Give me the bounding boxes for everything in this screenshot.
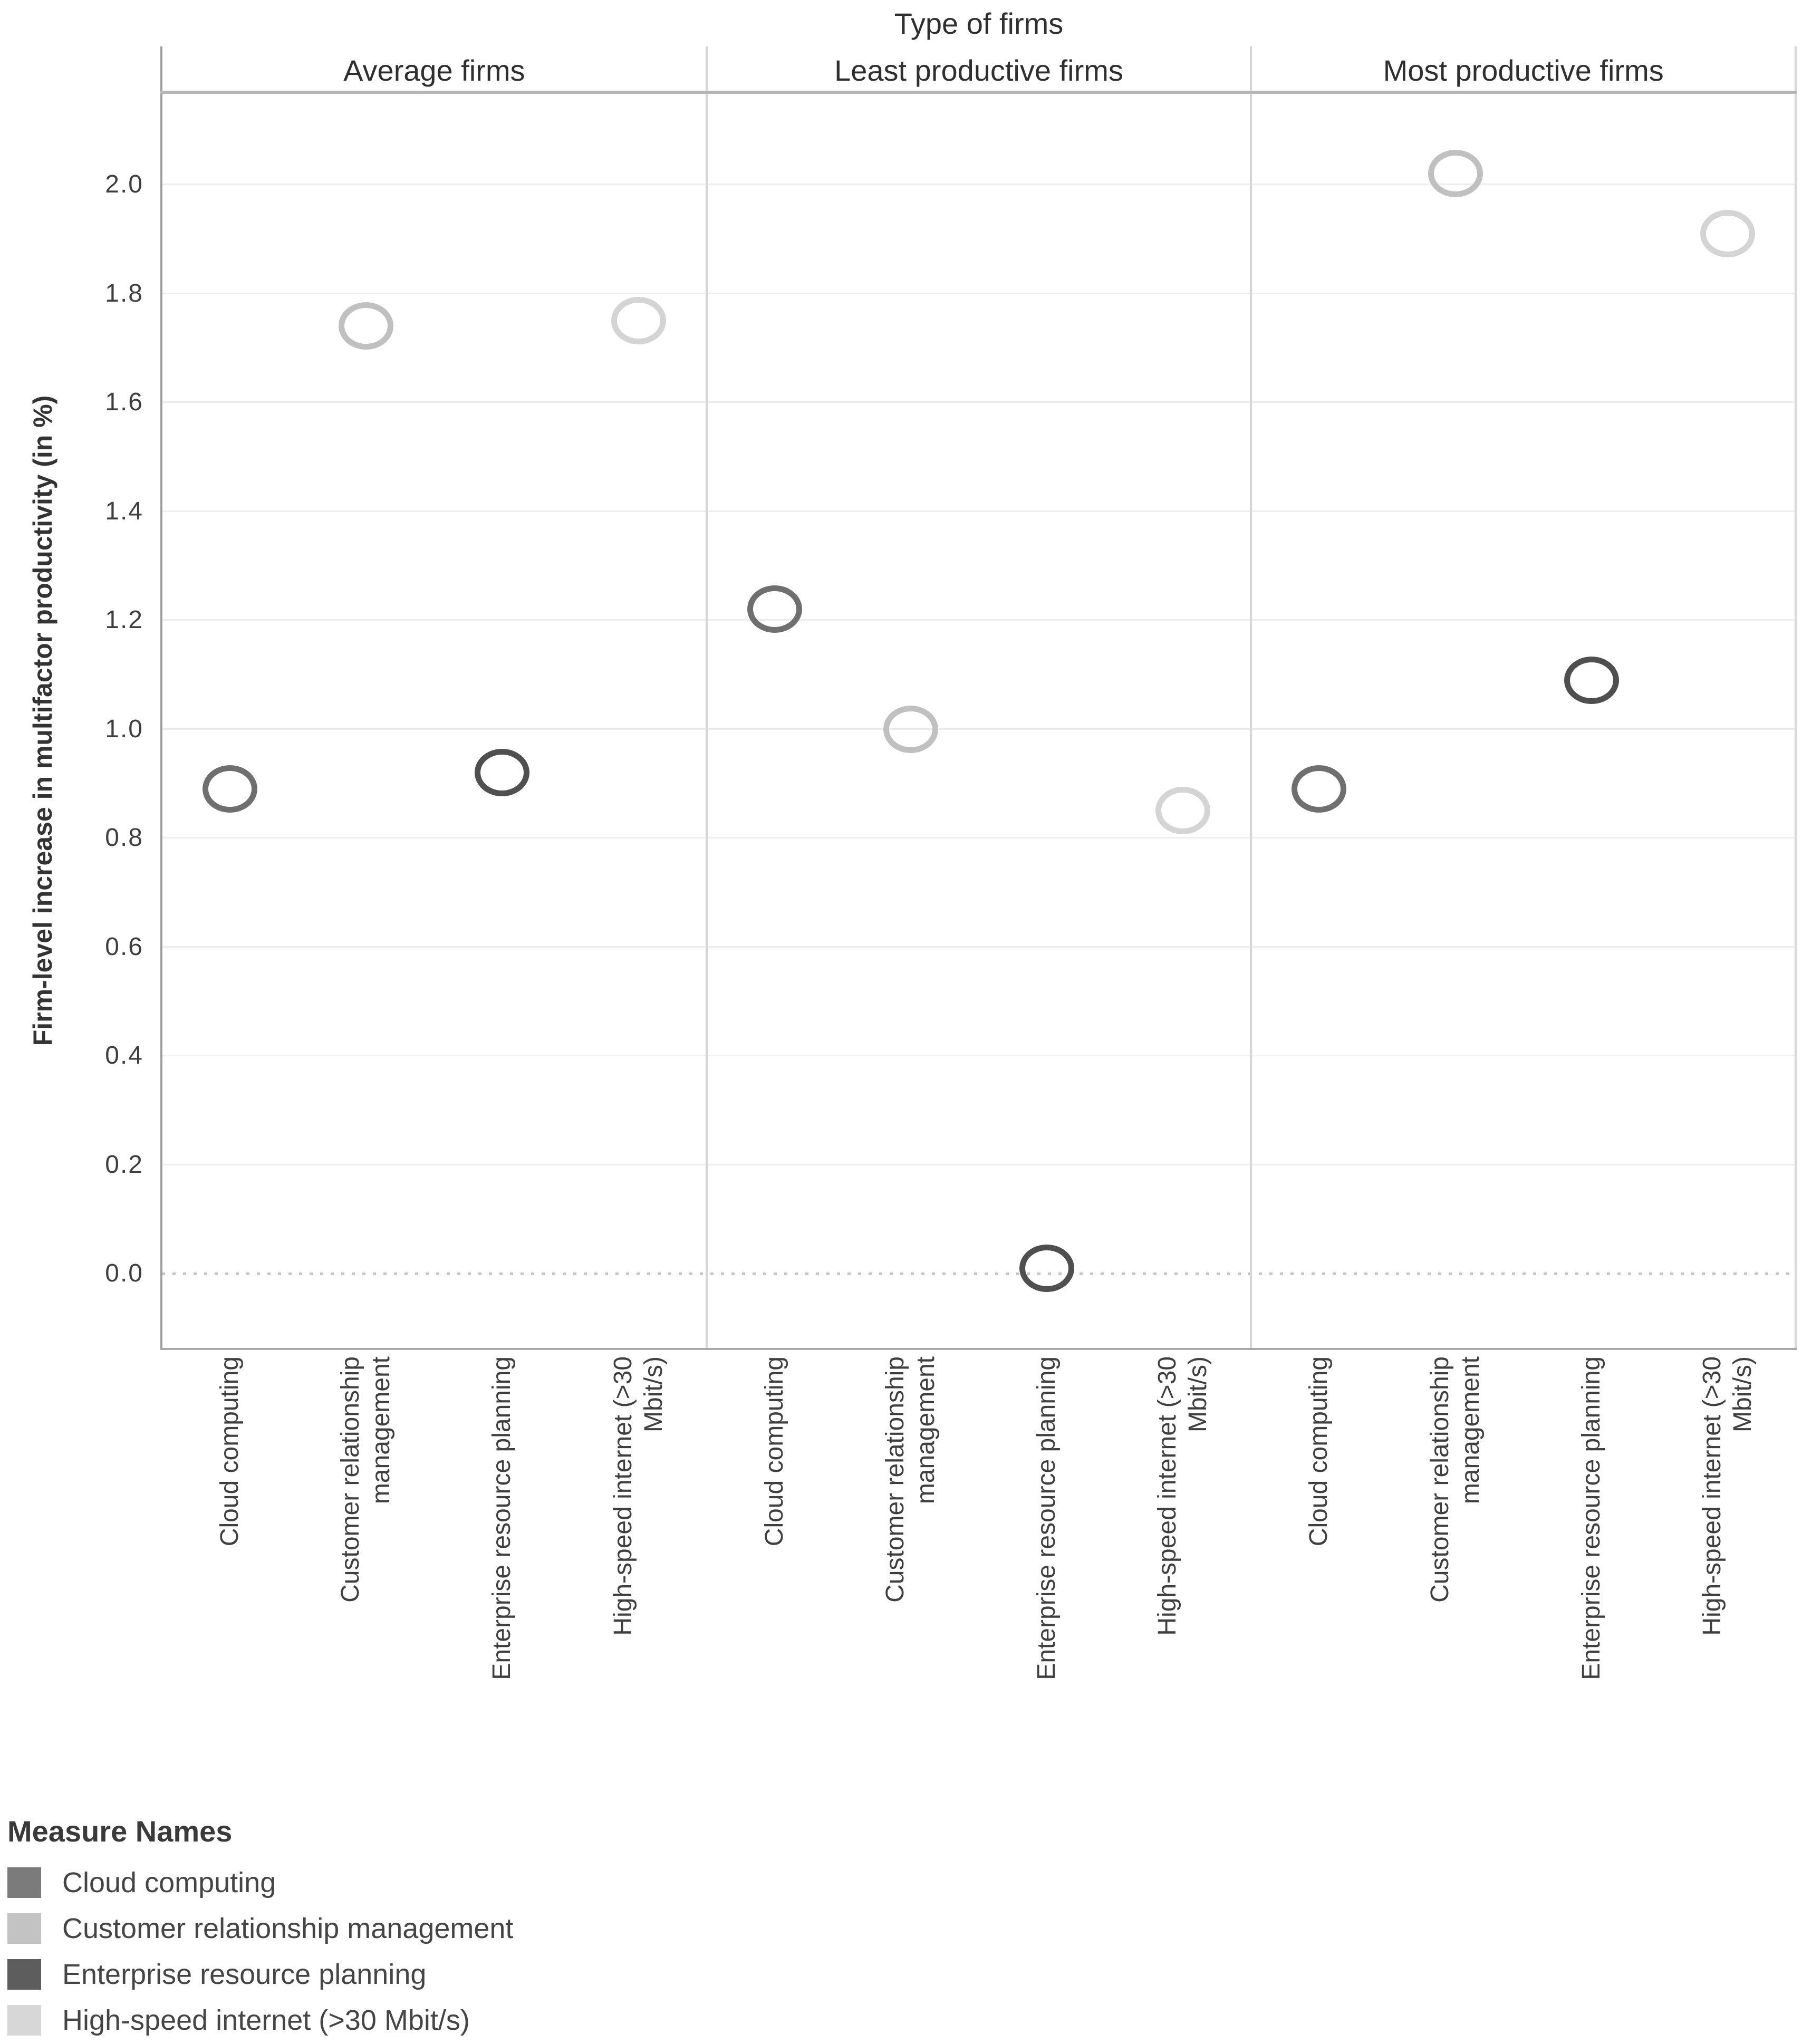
category-axis-label-line: Mbit/s): [1728, 1356, 1757, 1432]
gridline: [162, 1163, 1796, 1165]
category-axis-label-customer-relationship-management: Customer relationship management: [1425, 1356, 1486, 1794]
category-axis-label-high-speed-internet-30-mbit-s: High-speed internet (>30 Mbit/s): [608, 1356, 669, 1794]
gridline: [162, 401, 1796, 403]
legend-swatch: [7, 2005, 41, 2036]
category-axis-label-line: Customer relationship: [1425, 1356, 1454, 1603]
category-axis-label-cloud-computing: Cloud computing: [759, 1356, 790, 1794]
y-axis-title: Firm-level increase in multifactor produ…: [28, 395, 57, 1046]
y-tick-label: 1.6: [105, 388, 143, 416]
category-axis-label-line: High-speed internet (>30: [1153, 1356, 1182, 1636]
category-axis-label-line: Cloud computing: [1305, 1356, 1333, 1547]
y-tick-label: 0.6: [105, 932, 143, 961]
legend-item-enterprise-resource-planning[interactable]: Enterprise resource planning: [7, 1959, 426, 1990]
category-axis-label-cloud-computing: Cloud computing: [215, 1356, 245, 1794]
category-axis-label-enterprise-resource-planning: Enterprise resource planning: [1576, 1356, 1607, 1794]
mark-high-speed-internet-30-mbit-s[interactable]: [1155, 787, 1211, 835]
category-axis-label-customer-relationship-management: Customer relationship management: [335, 1356, 397, 1794]
category-axis-label-customer-relationship-management: Customer relationship management: [880, 1356, 941, 1794]
gridline: [162, 510, 1796, 512]
panel-divider: [1250, 46, 1252, 1349]
mark-high-speed-internet-30-mbit-s[interactable]: [611, 297, 666, 345]
plot-right-border: [1795, 46, 1797, 1349]
y-tick-label: 0.4: [105, 1042, 143, 1069]
mark-high-speed-internet-30-mbit-s[interactable]: [1700, 209, 1755, 257]
gridline: [162, 619, 1796, 621]
mark-enterprise-resource-planning[interactable]: [1564, 656, 1619, 704]
mark-customer-relationship-management[interactable]: [1428, 150, 1483, 198]
gridline: [162, 946, 1796, 948]
y-tick-label: 1.8: [105, 279, 143, 307]
category-axis-label-line: Enterprise resource planning: [488, 1356, 516, 1680]
mark-enterprise-resource-planning[interactable]: [1019, 1244, 1075, 1292]
category-axis-label-line: Mbit/s): [639, 1356, 668, 1432]
mark-customer-relationship-management[interactable]: [339, 302, 394, 350]
y-tick-label: 1.0: [105, 715, 143, 743]
category-axis-label-line: Enterprise resource planning: [1577, 1356, 1605, 1680]
category-axis-label-line: High-speed internet (>30: [1698, 1356, 1726, 1636]
y-tick-label: 0.2: [105, 1150, 143, 1179]
panel-header-least-productive-firms: Least productive firms: [834, 54, 1123, 87]
mark-customer-relationship-management[interactable]: [883, 705, 938, 753]
legend-label: Cloud computing: [62, 1867, 276, 1898]
y-tick-label: 2.0: [105, 170, 143, 198]
category-axis-label-line: Customer relationship: [336, 1356, 365, 1603]
category-axis-label-line: management: [367, 1356, 396, 1505]
mark-cloud-computing[interactable]: [1292, 765, 1347, 813]
legend-label: High-speed internet (>30 Mbit/s): [62, 2004, 470, 2036]
y-axis-line: [160, 46, 162, 1349]
y-tick-label: 0.0: [105, 1259, 143, 1287]
x-axis-line: [160, 1348, 1797, 1350]
panel-header-average-firms: Average firms: [343, 54, 525, 87]
category-axis-label-high-speed-internet-30-mbit-s: High-speed internet (>30 Mbit/s): [1152, 1356, 1213, 1794]
legend-swatch: [7, 1959, 41, 1990]
header-separator-line: [160, 91, 1797, 94]
category-axis-label-line: management: [1456, 1356, 1485, 1505]
category-axis-label-line: Mbit/s): [1184, 1356, 1212, 1432]
category-axis-label-line: Cloud computing: [760, 1356, 788, 1547]
mark-enterprise-resource-planning[interactable]: [475, 749, 530, 797]
legend-title: Measure Names: [7, 1815, 233, 1848]
category-axis-label-enterprise-resource-planning: Enterprise resource planning: [1032, 1356, 1062, 1794]
category-axis-label-line: management: [911, 1356, 940, 1505]
legend-item-cloud-computing[interactable]: Cloud computing: [7, 1867, 276, 1898]
category-axis-label-line: Enterprise resource planning: [1033, 1356, 1061, 1680]
legend-item-high-speed-internet-30-mbit-s[interactable]: High-speed internet (>30 Mbit/s): [7, 2004, 470, 2036]
category-axis-label-cloud-computing: Cloud computing: [1304, 1356, 1334, 1794]
gridline: [162, 292, 1796, 294]
gridline: [162, 728, 1796, 730]
category-axis-label-line: High-speed internet (>30: [609, 1356, 637, 1636]
category-axis-label-line: Cloud computing: [216, 1356, 244, 1547]
mark-cloud-computing[interactable]: [747, 585, 802, 633]
facet-title: Type of firms: [894, 7, 1064, 40]
zero-gridline: [162, 1272, 1796, 1275]
gridline: [162, 1055, 1796, 1056]
category-axis-label-line: Customer relationship: [881, 1356, 909, 1603]
category-axis-label-enterprise-resource-planning: Enterprise resource planning: [487, 1356, 517, 1794]
y-tick-label: 1.4: [105, 497, 143, 525]
y-tick-label: 0.8: [105, 824, 143, 852]
legend-item-customer-relationship-management[interactable]: Customer relationship management: [7, 1913, 513, 1944]
y-tick-label: 1.2: [105, 606, 143, 634]
legend-swatch: [7, 1867, 41, 1898]
gridline: [162, 184, 1796, 185]
gridline: [162, 837, 1796, 838]
panel-divider: [705, 46, 708, 1349]
category-axis-label-high-speed-internet-30-mbit-s: High-speed internet (>30 Mbit/s): [1697, 1356, 1758, 1794]
mark-cloud-computing[interactable]: [203, 765, 258, 813]
legend-label: Customer relationship management: [62, 1913, 514, 1944]
legend-label: Enterprise resource planning: [62, 1959, 427, 1990]
panel-header-most-productive-firms: Most productive firms: [1383, 54, 1664, 87]
legend-swatch: [7, 1913, 41, 1944]
